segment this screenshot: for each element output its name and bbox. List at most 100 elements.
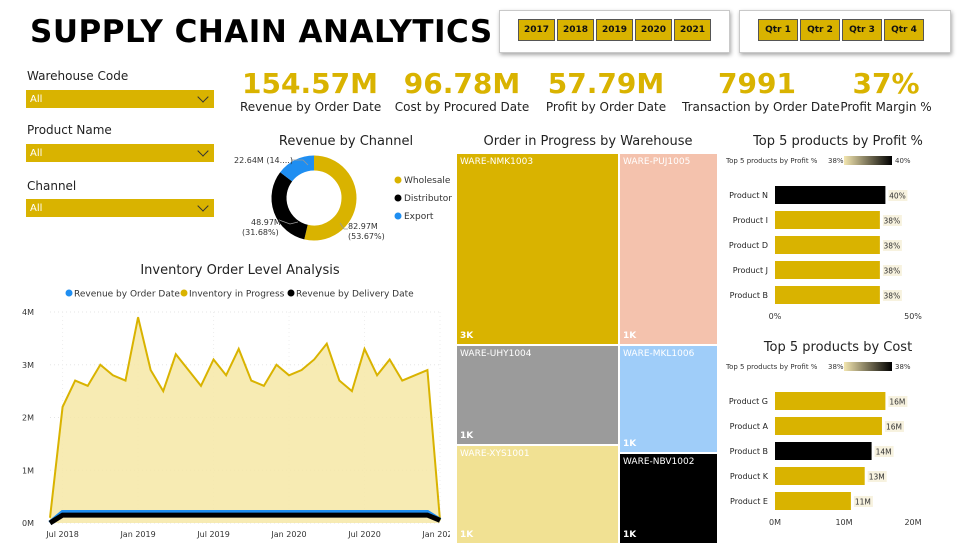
tile-value: 1K: [460, 431, 474, 441]
bar[interactable]: [775, 236, 880, 254]
treemap-tile[interactable]: WARE-MKL1006 1K: [619, 345, 718, 453]
bar[interactable]: [775, 261, 880, 279]
kpi-margin-card: 37% Profit Margin %: [838, 67, 934, 114]
bar[interactable]: [775, 211, 880, 229]
x-tick-label: Jan 2020: [270, 530, 306, 539]
profit-bar-chart: Top 5 products by Profit % 38% 40% Produ…: [725, 156, 922, 321]
channel-label: Channel: [27, 179, 77, 193]
kpi-margin-value: 37%: [852, 67, 920, 100]
warehouse-code-value: All: [30, 93, 43, 105]
bar-data-label: 11M: [855, 498, 871, 507]
bar[interactable]: [775, 442, 872, 460]
cost-chart-title: Top 5 products by Cost: [763, 340, 913, 355]
bar-category-label: Product I: [733, 216, 768, 225]
data-label-bg: [882, 265, 902, 276]
kpi-transaction-label: Transaction by Order Date: [682, 100, 840, 114]
bar[interactable]: [775, 392, 886, 410]
legend-export: Export: [404, 212, 434, 222]
donut-leader-line: [339, 222, 348, 230]
qtr-1-button[interactable]: Qtr 1: [758, 19, 798, 41]
data-label-bg: [882, 215, 902, 226]
donut-leader-line: [292, 159, 309, 166]
x-tick-label: Jul 2019: [196, 530, 230, 539]
qtr-4-button[interactable]: Qtr 4: [884, 19, 924, 41]
donut-slice-distributor[interactable]: [271, 172, 309, 240]
donut-slice-wholesale[interactable]: [304, 155, 357, 241]
treemap-tile[interactable]: WARE-NMK1003 3K: [456, 153, 619, 345]
bar[interactable]: [775, 286, 880, 304]
tile-value: 1K: [623, 439, 637, 449]
page-title: SUPPLY CHAIN ANALYTICS: [30, 14, 493, 50]
kpi-cost-value: 96.78M: [403, 67, 521, 100]
inventory-line[interactable]: [49, 317, 441, 521]
bar-data-label: 38%: [884, 242, 901, 251]
bar-data-label: 38%: [884, 292, 901, 301]
year-2017-button[interactable]: 2017: [518, 19, 555, 41]
y-tick-label: 4M: [22, 308, 34, 317]
qtr-2-button[interactable]: Qtr 2: [800, 19, 840, 41]
y-tick-label: 1M: [22, 466, 34, 475]
kpi-cost-label: Cost by Procured Date: [394, 100, 530, 114]
x-tick-label: Jul 2020: [347, 530, 381, 539]
cost-legend-label: Top 5 products by Profit %: [725, 363, 818, 371]
treemap-tile[interactable]: WARE-XYS1001 1K: [456, 445, 619, 544]
bar-category-label: Product J: [733, 266, 768, 275]
warehouse-treemap: WARE-NMK1003 3K WARE-PUJ1005 1K WARE-UHY…: [456, 153, 718, 544]
treemap-tile[interactable]: WARE-UHY1004 1K: [456, 345, 619, 445]
cost-legend-gradient: [844, 362, 892, 371]
kpi-revenue-card: 154.57M Revenue by Order Date: [240, 67, 382, 114]
donut-slice-export[interactable]: [280, 155, 315, 182]
legend-dot: [287, 289, 295, 297]
legend-dot: [65, 289, 73, 297]
donut-label-wholesale: 82.97M: [348, 222, 378, 231]
chevron-down-icon: [197, 91, 209, 103]
x-tick-label: 0M: [769, 518, 781, 527]
treemap-tile[interactable]: WARE-PUJ1005 1K: [619, 153, 718, 345]
bar[interactable]: [775, 492, 851, 510]
kpi-revenue-value: 154.57M: [242, 67, 378, 100]
donut-label-export: 22.64M (14....): [234, 156, 293, 165]
data-label-bg: [882, 290, 902, 301]
legend-label: Revenue by Delivery Date: [296, 290, 414, 300]
x-tick-label: 0%: [769, 312, 782, 321]
revenue-order-line[interactable]: [48, 509, 442, 525]
data-label-bg: [888, 190, 908, 201]
quarter-slicer: Qtr 1 Qtr 2 Qtr 3 Qtr 4: [739, 10, 951, 53]
cost-bar-chart: Top 5 products by Profit % 38% 38% Produ…: [725, 362, 922, 527]
treemap-tile[interactable]: WARE-NBV1002 1K: [619, 453, 718, 544]
bar[interactable]: [775, 417, 882, 435]
qtr-3-button[interactable]: Qtr 3: [842, 19, 882, 41]
year-2020-button[interactable]: 2020: [635, 19, 672, 41]
bar-data-label: 16M: [889, 398, 905, 407]
cost-legend-min: 38%: [828, 363, 844, 371]
tile-name: WARE-XYS1001: [460, 449, 530, 459]
kpi-revenue-label: Revenue by Order Date: [240, 100, 382, 114]
channel-dropdown[interactable]: All: [26, 199, 214, 217]
legend-dot: [180, 289, 188, 297]
legend-wholesale-dot: [394, 176, 402, 184]
product-name-dropdown[interactable]: All: [26, 144, 214, 162]
legend-wholesale: Wholesale: [404, 176, 451, 186]
bar-category-label: Product A: [730, 422, 769, 431]
tile-name: WARE-MKL1006: [623, 349, 695, 359]
bar-category-label: Product B: [730, 291, 768, 300]
profit-legend-label: Top 5 products by Profit %: [725, 157, 818, 165]
year-2021-button[interactable]: 2021: [674, 19, 711, 41]
bar[interactable]: [775, 467, 865, 485]
y-tick-label: 3M: [22, 361, 34, 370]
tile-name: WARE-UHY1004: [460, 349, 532, 359]
warehouse-code-dropdown[interactable]: All: [26, 90, 214, 108]
kpi-margin-label: Profit Margin %: [840, 100, 932, 114]
bar-data-label: 14M: [876, 448, 892, 457]
year-2019-button[interactable]: 2019: [596, 19, 633, 41]
product-name-label: Product Name: [27, 123, 112, 137]
legend-label: Revenue by Order Date: [74, 290, 180, 300]
profit-legend-gradient: [844, 156, 892, 165]
product-name-value: All: [30, 147, 43, 159]
kpi-transaction-value: 7991: [718, 67, 796, 100]
tile-name: WARE-PUJ1005: [623, 157, 691, 167]
bar[interactable]: [775, 186, 886, 204]
inventory-area: [50, 317, 440, 523]
revenue-delivery-line[interactable]: [48, 512, 441, 526]
year-2018-button[interactable]: 2018: [557, 19, 594, 41]
